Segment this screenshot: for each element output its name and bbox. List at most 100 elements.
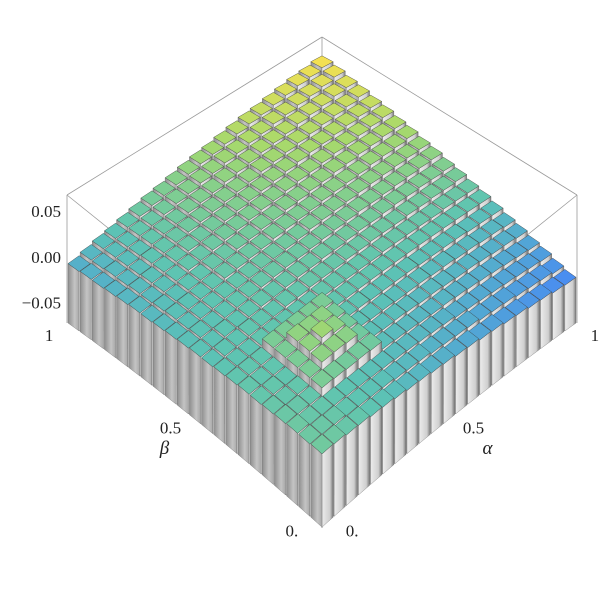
bar-top (140, 285, 164, 304)
bar-top (249, 233, 273, 250)
bar-top (346, 159, 370, 175)
bar-top (261, 394, 285, 415)
bar-top (91, 233, 115, 250)
bar-top (225, 366, 249, 386)
bar-top (468, 189, 492, 205)
bar-top (298, 252, 322, 269)
bar-top (225, 271, 249, 289)
bar-side-right (552, 284, 565, 341)
bar-top (334, 112, 358, 127)
bar-top (346, 387, 370, 407)
bar-side-left (67, 263, 80, 332)
bar-top (91, 271, 115, 289)
bar-top (164, 321, 188, 340)
bar-side-left (286, 423, 298, 506)
bar-top (371, 274, 395, 292)
bar-top (407, 286, 431, 304)
bar-top (322, 253, 346, 270)
bar-top (310, 93, 334, 107)
bar-top (322, 424, 346, 445)
bar-top (152, 313, 176, 332)
bar-top (79, 244, 103, 261)
bar-top (261, 92, 286, 106)
bar-top (346, 196, 370, 213)
bar-top (419, 183, 443, 199)
bar-top (249, 289, 273, 307)
bar-side-right (479, 330, 492, 396)
bar-top (310, 55, 334, 69)
bar-top (504, 242, 528, 259)
bar-top (249, 176, 273, 192)
bar-top (237, 223, 261, 240)
bar-top (225, 120, 249, 135)
bar-side-left (104, 287, 116, 358)
bar-top (431, 175, 455, 191)
bar-top (176, 311, 200, 330)
bar-top (116, 212, 140, 228)
bar-top (310, 369, 334, 389)
bar-side-left (128, 304, 141, 377)
bar-top (334, 131, 358, 146)
bar-top (298, 385, 322, 405)
bar-top (419, 240, 443, 257)
bar-top (407, 173, 431, 188)
bar-top (237, 204, 261, 221)
bar-top (334, 75, 358, 88)
bar-top (310, 204, 334, 221)
bar-top (274, 138, 298, 153)
bar-top (237, 185, 261, 202)
bar-top (128, 295, 152, 314)
bar-top (152, 236, 176, 254)
bar-top (395, 256, 419, 274)
bar-side-right (503, 315, 516, 377)
box-edge (321, 36, 578, 196)
bar-top (431, 346, 455, 365)
bar-top (298, 101, 322, 116)
bar-top (419, 221, 443, 237)
bar-side-right (346, 425, 358, 506)
bar-top (383, 115, 407, 129)
bar-top (286, 110, 310, 125)
bar-top (359, 283, 383, 301)
bar-top (67, 255, 91, 272)
bar-top (274, 213, 298, 230)
bar-top (310, 305, 334, 324)
bar-side-right (564, 276, 577, 332)
bar-top (249, 194, 273, 211)
bar-top (431, 194, 455, 210)
bar-top (274, 289, 298, 307)
bar-top (346, 122, 370, 137)
bar-top (359, 302, 383, 320)
bar-top (249, 366, 273, 386)
bar-top (468, 246, 492, 263)
bar-top (456, 329, 480, 348)
bar-top (164, 170, 188, 186)
bar-side-right (358, 415, 370, 496)
bar-top (164, 208, 188, 224)
bar-top (237, 242, 261, 260)
bar-top (152, 275, 176, 293)
bar-top (383, 134, 407, 149)
bar-top (213, 223, 237, 240)
bar-side-right (333, 433, 346, 517)
bar-top (407, 192, 431, 208)
bar-top (444, 167, 468, 182)
bar-top (407, 135, 431, 150)
bar-side-left (249, 394, 262, 475)
bar-top (516, 272, 540, 289)
bar-top (201, 329, 225, 348)
bar-top (346, 341, 370, 360)
bar-top (104, 222, 128, 239)
bar-top (298, 233, 322, 250)
bar-top (286, 129, 310, 144)
bar-top (189, 187, 213, 204)
bar-top (334, 350, 358, 370)
bar-top (322, 234, 346, 251)
bar-top (456, 310, 480, 329)
bar-top (128, 201, 152, 217)
bar-top (444, 243, 468, 260)
bar-top (456, 178, 480, 194)
bar-top (274, 251, 298, 268)
bar-top (310, 130, 334, 145)
